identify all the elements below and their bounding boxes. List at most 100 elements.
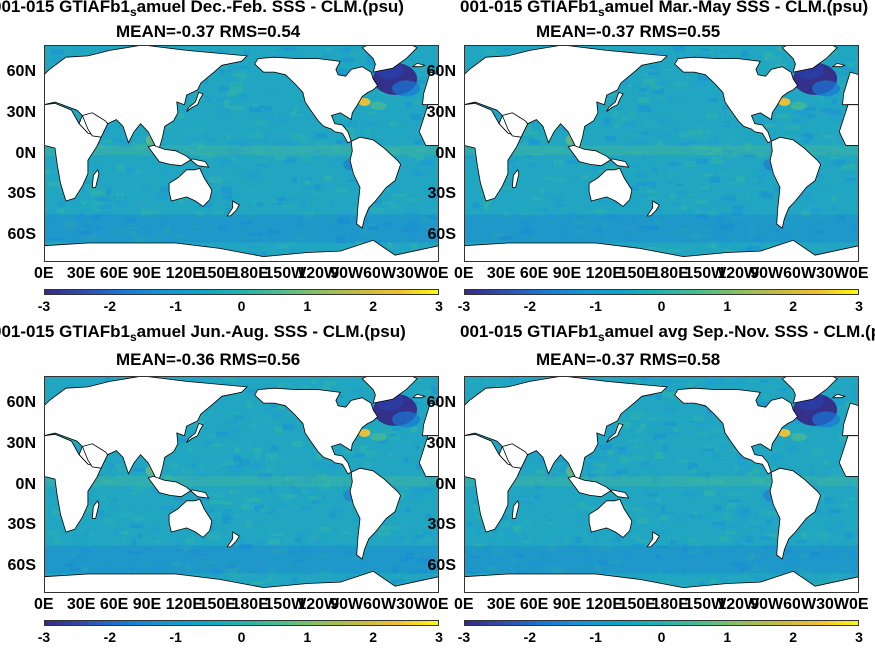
ocean-texture [546, 236, 559, 239]
ocean-texture [701, 227, 711, 231]
ocean-texture [193, 378, 201, 382]
ocean-texture [134, 237, 148, 244]
anomaly-blob [358, 97, 371, 106]
ocean-texture [597, 169, 611, 173]
ocean-texture [838, 567, 850, 571]
colorbar-tick-label: 0 [657, 298, 666, 314]
ocean-texture [518, 221, 532, 227]
ocean-texture [277, 244, 286, 248]
ocean-texture [779, 234, 793, 242]
ocean-texture [743, 231, 749, 235]
ocean-texture [722, 149, 730, 153]
ocean-texture [283, 536, 296, 544]
ocean-texture [180, 469, 194, 474]
anomaly-blob [812, 411, 841, 428]
land-mass [361, 376, 418, 404]
ocean-texture [839, 242, 846, 246]
colorbar [464, 289, 859, 295]
lon-tick-label: 150E [198, 596, 236, 613]
ocean-texture [722, 106, 728, 110]
ocean-texture [677, 582, 684, 590]
ocean-texture [230, 157, 237, 163]
ocean-texture [517, 501, 530, 504]
ocean-texture [764, 533, 771, 536]
ocean-texture [254, 454, 263, 460]
anomaly-blob [812, 80, 841, 97]
ocean-texture [95, 226, 101, 232]
ocean-texture [752, 467, 760, 474]
ocean-texture [811, 448, 825, 456]
ocean-texture [856, 213, 859, 218]
ocean-texture [140, 209, 152, 216]
ocean-texture [764, 138, 778, 146]
ocean-texture [282, 474, 286, 482]
ocean-texture [270, 544, 280, 550]
title-text: 001-015 GTIAFb1 [460, 0, 598, 16]
ocean-texture [729, 206, 734, 211]
ocean-texture [229, 567, 241, 570]
ocean-texture [622, 117, 629, 121]
lon-tick-label: 30E [486, 265, 516, 282]
lat-tick-label: 60S [427, 556, 456, 574]
anomaly-blob [370, 433, 387, 442]
ocean-texture [831, 116, 842, 122]
ocean-texture [137, 143, 145, 150]
ocean-texture [646, 492, 658, 497]
ocean-texture [144, 550, 149, 554]
ocean-texture [727, 235, 736, 239]
ocean-texture [633, 445, 643, 448]
ocean-texture [755, 73, 769, 76]
ocean-texture [581, 175, 590, 179]
ocean-texture [144, 231, 155, 235]
ocean-texture [273, 141, 286, 146]
lon-tick-label: 150W [264, 596, 307, 613]
ocean-texture [483, 377, 495, 385]
title-text: 001-015 GTIAFb1 [0, 322, 130, 341]
ocean-texture [630, 411, 643, 417]
lon-tick-label: 30E [66, 596, 96, 613]
ocean-texture [414, 99, 424, 105]
ocean-texture [847, 550, 859, 557]
ocean-texture [552, 539, 564, 545]
ocean-texture [551, 461, 562, 469]
title-text: 001-015 GTIAFb1 [460, 322, 598, 341]
ocean-texture [655, 394, 662, 400]
ocean-texture [616, 469, 629, 474]
ocean-texture [662, 481, 671, 489]
ocean-texture [654, 452, 664, 460]
ocean-texture [590, 211, 596, 216]
ocean-texture [737, 152, 752, 155]
ocean-texture [248, 559, 260, 565]
ocean-texture [788, 446, 799, 452]
lon-tick-label: 60E [99, 265, 129, 282]
ocean-texture [582, 210, 590, 217]
ocean-texture [239, 143, 251, 149]
ocean-texture [236, 150, 250, 156]
ocean-texture [195, 474, 209, 480]
ocean-texture [238, 539, 245, 546]
land-mass [464, 433, 522, 533]
ocean-texture [117, 165, 125, 171]
ocean-texture [689, 129, 703, 136]
lon-tick-label: 120E [585, 265, 624, 282]
ocean-texture [358, 385, 371, 389]
ocean-texture [422, 532, 435, 535]
colorbar-tick-label: -1 [169, 298, 182, 314]
ocean-texture [230, 154, 243, 158]
ocean-texture [735, 539, 744, 547]
ocean-texture [821, 543, 826, 549]
ocean-texture [301, 155, 312, 162]
ocean-texture [101, 211, 113, 217]
ocean-texture [113, 538, 126, 543]
ocean-texture [301, 506, 312, 512]
ocean-texture [711, 147, 722, 153]
ocean-texture [557, 227, 571, 234]
ocean-texture [404, 486, 410, 490]
ocean-texture [329, 512, 337, 519]
ocean-texture [658, 247, 666, 254]
ocean-texture [106, 566, 113, 572]
ocean-texture [431, 386, 439, 394]
ocean-texture [172, 562, 182, 566]
land-mass [44, 102, 102, 202]
ocean-texture [185, 127, 198, 134]
